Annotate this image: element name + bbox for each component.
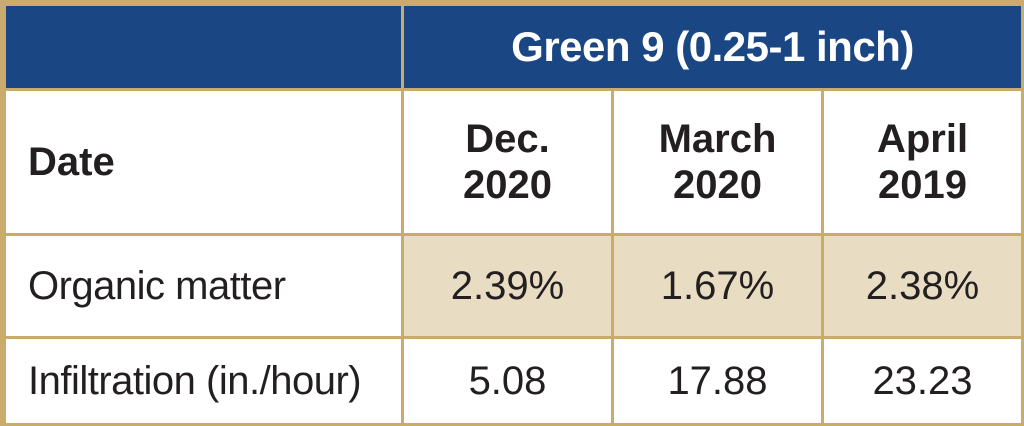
column-header-line2: 2019 — [878, 163, 967, 207]
group-header-row: Green 9 (0.25-1 inch) — [3, 3, 1024, 91]
table-row-organic-matter: Organic matter 2.39% 1.67% 2.38% — [3, 233, 1024, 339]
data-table: Green 9 (0.25-1 inch) Date Dec. 2020 Mar… — [3, 3, 1024, 426]
column-header-line1: Dec. — [465, 117, 550, 161]
cell-organic-matter-march-2020: 1.67% — [611, 233, 824, 339]
column-header-row: Date Dec. 2020 March 2020 April 2019 — [3, 88, 1024, 236]
cell-organic-matter-april-2019: 2.38% — [821, 233, 1024, 339]
column-header-march-2020: March 2020 — [611, 88, 824, 236]
column-header-april-2019: April 2019 — [821, 88, 1024, 236]
group-header: Green 9 (0.25-1 inch) — [401, 3, 1024, 91]
corner-cell — [3, 3, 404, 91]
column-header-line2: 2020 — [673, 163, 762, 207]
cell-infiltration-march-2020: 17.88 — [611, 336, 824, 426]
column-header-line1: April — [876, 117, 969, 161]
column-header-line1: March — [658, 117, 777, 161]
row-header-label: Date — [3, 88, 404, 236]
table-row-infiltration: Infiltration (in./hour) 5.08 17.88 23.23 — [3, 336, 1024, 426]
cell-infiltration-dec-2020: 5.08 — [401, 336, 614, 426]
column-header-dec-2020: Dec. 2020 — [401, 88, 614, 236]
column-header-line2: 2020 — [463, 163, 552, 207]
row-label-infiltration: Infiltration (in./hour) — [3, 336, 404, 426]
cell-organic-matter-dec-2020: 2.39% — [401, 233, 614, 339]
row-label-organic-matter: Organic matter — [3, 233, 404, 339]
cell-infiltration-april-2019: 23.23 — [821, 336, 1024, 426]
